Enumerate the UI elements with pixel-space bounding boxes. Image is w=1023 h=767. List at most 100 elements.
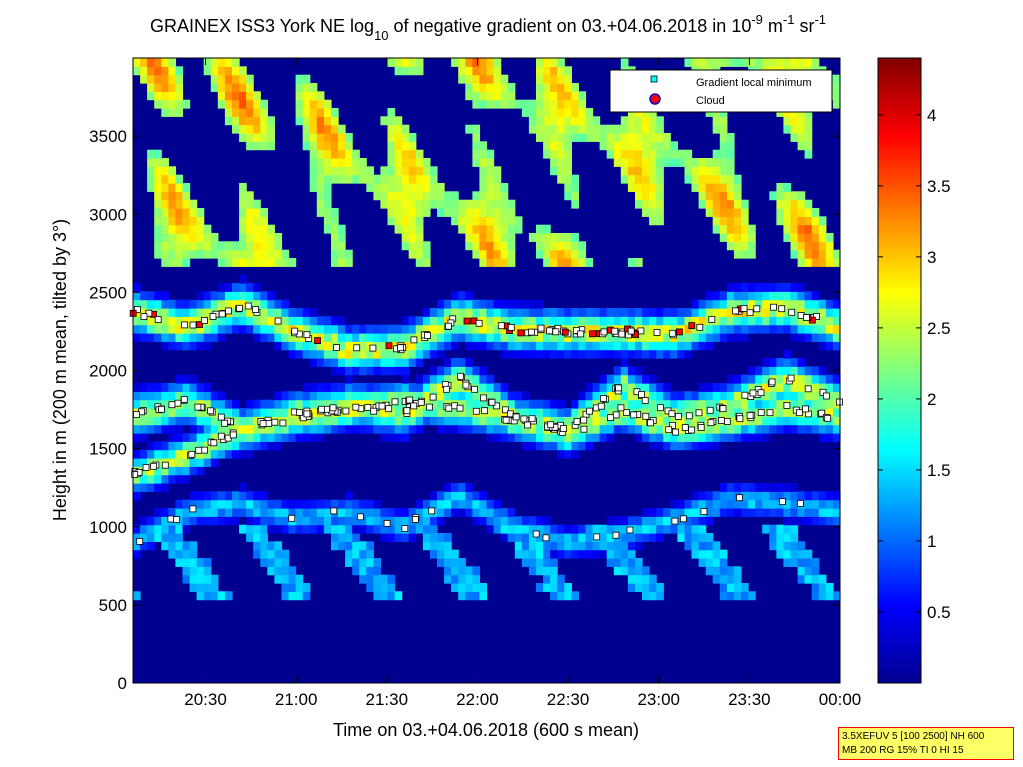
- heatmap-cell: [295, 433, 304, 442]
- gradient-minimum-marker: [600, 328, 608, 336]
- heatmap-cell: [571, 549, 579, 559]
- heatmap-cell: [359, 499, 367, 509]
- heatmap-cell: [302, 108, 311, 117]
- heatmap-cell: [345, 491, 353, 501]
- heatmap-cell: [698, 333, 707, 342]
- heatmap-cell: [366, 558, 374, 567]
- heatmap-cell: [507, 391, 516, 401]
- heatmap-cell: [557, 66, 565, 76]
- gradient-minimum-marker: [668, 329, 676, 337]
- heatmap-cell: [359, 424, 367, 434]
- heatmap-cell: [429, 308, 438, 317]
- heatmap-cell: [825, 233, 834, 242]
- heatmap-cell: [543, 399, 551, 409]
- heatmap-cell: [437, 558, 445, 567]
- heatmap-cell: [507, 333, 516, 342]
- heatmap-cell: [246, 124, 254, 134]
- heatmap-cell: [472, 516, 481, 526]
- gradient-minimum-marker: [225, 307, 232, 315]
- heatmap-cell: [401, 158, 410, 167]
- x-tick-label: 22:00: [456, 690, 499, 709]
- heatmap-cell: [733, 333, 742, 342]
- heatmap-cell: [521, 316, 530, 326]
- heatmap-cell: [437, 533, 445, 542]
- heatmap-cell: [733, 374, 742, 384]
- heatmap-cell: [677, 316, 686, 326]
- gradient-minimum-marker: [797, 499, 804, 507]
- heatmap-cell: [811, 249, 820, 259]
- heatmap-cell: [521, 541, 530, 551]
- heatmap-cell: [246, 316, 254, 326]
- heatmap-cell: [500, 333, 509, 342]
- heatmap-cell: [232, 316, 240, 326]
- heatmap-cell: [726, 583, 735, 592]
- heatmap-cell: [472, 566, 481, 576]
- heatmap-cell: [451, 483, 459, 492]
- heatmap-cell: [550, 233, 558, 242]
- heatmap-cell: [253, 491, 261, 501]
- heatmap-cell: [606, 133, 615, 142]
- heatmap-cell: [309, 133, 318, 142]
- heatmap-cell: [189, 458, 198, 467]
- heatmap-cell: [642, 199, 650, 209]
- heatmap-cell: [260, 224, 268, 234]
- heatmap-cell: [352, 508, 360, 517]
- heatmap-cell: [246, 499, 254, 509]
- heatmap-cell: [818, 241, 827, 251]
- heatmap-cell: [295, 424, 304, 434]
- heatmap-cell: [338, 516, 346, 526]
- heatmap-cell: [521, 341, 530, 351]
- heatmap-cell: [790, 241, 799, 251]
- heatmap-cell: [380, 433, 389, 442]
- heatmap-cell: [585, 116, 594, 126]
- heatmap-cell: [514, 516, 523, 526]
- heatmap-cell: [267, 249, 275, 259]
- heatmap-cell: [253, 199, 261, 209]
- heatmap-cell: [394, 358, 403, 367]
- heatmap-cell: [500, 224, 509, 234]
- heatmap-cell: [776, 208, 785, 217]
- heatmap-cell: [733, 208, 742, 217]
- heatmap-cell: [309, 91, 318, 101]
- heatmap-cell: [635, 349, 643, 359]
- heatmap-cell: [387, 199, 396, 209]
- heatmap-cell: [620, 391, 629, 401]
- heatmap-cell: [479, 374, 488, 384]
- heatmap-cell: [133, 424, 141, 434]
- heatmap-cell: [543, 433, 551, 442]
- heatmap-cell: [345, 541, 353, 551]
- heatmap-cell: [748, 241, 756, 251]
- gradient-minimum-marker: [364, 403, 372, 411]
- heatmap-cell: [189, 374, 198, 384]
- heatmap-cell: [465, 241, 473, 251]
- heatmap-cell: [189, 566, 198, 576]
- heatmap-cell: [182, 224, 191, 234]
- heatmap-cell: [578, 408, 587, 417]
- heatmap-cell: [472, 583, 481, 592]
- heatmap-cell: [656, 124, 664, 134]
- gradient-minimum-marker: [617, 404, 625, 412]
- gradient-minimum-marker: [641, 396, 649, 404]
- heatmap-cell: [550, 249, 558, 259]
- heatmap-cell: [550, 549, 558, 559]
- heatmap-cell: [387, 416, 396, 426]
- heatmap-cell: [493, 299, 502, 309]
- heatmap-cell: [479, 74, 488, 84]
- heatmap-cell: [557, 541, 565, 551]
- heatmap-cell: [797, 399, 806, 409]
- gradient-minimum-marker: [637, 327, 645, 335]
- heatmap-cell: [635, 583, 643, 592]
- heatmap-cell: [323, 174, 332, 184]
- heatmap-cell: [479, 424, 488, 434]
- heatmap-cell: [359, 391, 367, 401]
- heatmap-cell: [401, 358, 410, 367]
- heatmap-cell: [649, 433, 657, 442]
- heatmap-cell: [288, 308, 297, 317]
- heatmap-cell: [373, 424, 382, 434]
- heatmap-cell: [458, 333, 466, 342]
- heatmap-cell: [691, 499, 700, 509]
- heatmap-cell: [507, 299, 516, 309]
- heatmap-cell: [479, 141, 488, 151]
- heatmap-cell: [465, 508, 473, 517]
- heatmap-cell: [698, 441, 707, 451]
